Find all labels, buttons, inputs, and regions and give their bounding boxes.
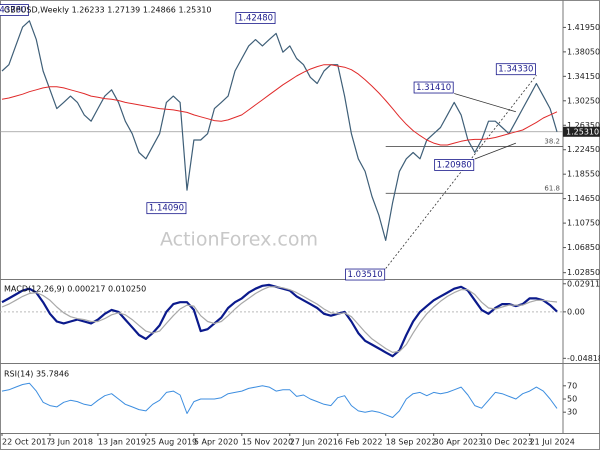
fib-label: 61.8 <box>544 184 560 192</box>
x-tick-label: 25 Aug 2019 <box>146 438 197 447</box>
x-tick-label: 15 Nov 2020 <box>242 438 293 447</box>
y-tick-label: 0.029114 <box>567 279 600 288</box>
annotation: 1.43760 <box>0 4 29 16</box>
y-tick-label: 1.34150 <box>567 72 600 81</box>
y-tick-label: 0.00 <box>567 307 585 316</box>
x-tick-label: 3 Jun 2018 <box>50 438 93 447</box>
y-tick-label: 1.18550 <box>567 170 600 179</box>
annotation-label: 1.31410 <box>416 83 451 93</box>
y-tick-label: 1.41950 <box>567 23 600 32</box>
annotation: 1.20980 <box>434 159 475 171</box>
annotation-box <box>345 268 386 281</box>
trendline <box>454 93 517 113</box>
annotation-label: 1.42480 <box>238 14 273 24</box>
panel-title: GBPUSD,Weekly 1.26233 1.27139 1.24866 1.… <box>4 6 212 15</box>
last-price-label: 1.25310 <box>566 127 599 136</box>
y-tick-label: 70 <box>567 381 577 390</box>
y-tick-label: 1.02850 <box>567 268 600 277</box>
y-tick-label: 1.26350 <box>567 121 600 130</box>
annotation-label: 1.34330 <box>498 65 533 75</box>
x-tick-label: 21 Jul 2024 <box>530 438 575 447</box>
y-tick-label: 1.22450 <box>567 145 600 154</box>
annotation: 1.31410 <box>413 81 454 94</box>
y-tick-label: 30 <box>567 408 577 417</box>
x-tick-label: 30 Apr 2023 <box>434 438 483 447</box>
annotation-box <box>0 4 29 16</box>
y-tick-label: 1.38050 <box>567 47 600 56</box>
x-tick-label: 13 Jan 2019 <box>98 438 146 447</box>
x-tick-label: 18 Sep 2022 <box>386 438 437 447</box>
trendline <box>474 142 517 160</box>
x-tick-label: 27 Jun 2021 <box>290 438 338 447</box>
annotation-label: 1.20980 <box>437 160 472 170</box>
annotation: 1.34330 <box>495 63 536 76</box>
y-tick-label: 1.10750 <box>567 219 600 228</box>
panel-title: MACD(12,26,9) 0.000217 0.010250 <box>4 285 146 294</box>
y-tick-label: 1.14650 <box>567 194 600 203</box>
annotation-box <box>235 12 276 24</box>
series-line <box>1 286 558 353</box>
x-tick-label: 22 Oct 2017 <box>2 438 51 447</box>
y-tick-label: -0.048189 <box>567 354 600 363</box>
annotation: 1.14090 <box>146 202 187 215</box>
watermark: ActionForex.com <box>160 229 318 251</box>
annotation: 1.42480 <box>235 12 276 24</box>
series-line <box>1 64 558 146</box>
x-tick-label: 6 Feb 2022 <box>338 438 383 447</box>
annotation-box <box>146 202 187 215</box>
annotation-box <box>413 81 454 94</box>
trendline <box>385 74 537 269</box>
y-tick-label: 1.30250 <box>567 96 600 105</box>
x-tick-label: 10 Dec 2023 <box>482 438 533 447</box>
annotation-label: 1.03510 <box>348 270 383 280</box>
series-line <box>1 382 558 418</box>
annotation: 1.03510 <box>345 268 386 281</box>
last-price-box <box>563 126 600 137</box>
panel-title: RSI(14) 35.7846 <box>4 370 69 379</box>
y-tick-label: 50 <box>567 395 577 404</box>
annotation-label: 1.14090 <box>149 204 184 214</box>
annotation-box <box>434 159 475 171</box>
annotation-box <box>495 63 536 76</box>
y-tick-label: 1.06850 <box>567 243 600 252</box>
x-tick-label: 5 Apr 2020 <box>194 438 238 447</box>
series-line <box>1 20 558 241</box>
annotation-label: 1.43760 <box>0 6 26 16</box>
fib-label: 38.2 <box>544 138 560 146</box>
